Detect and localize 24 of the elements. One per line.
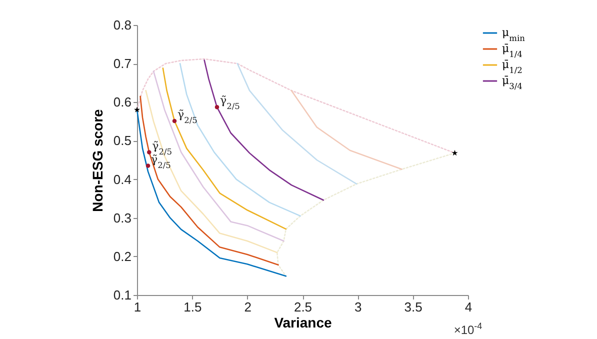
x-axis-title: Variance: [274, 314, 332, 330]
y-tick-label: 0.2: [113, 248, 132, 264]
y-tick-label: 0.6: [113, 94, 132, 110]
x-tick-label: 2.5: [294, 300, 312, 314]
annotation: γ̃$_{2/5}$: [220, 94, 240, 112]
y-tick-label: 0.8: [113, 18, 132, 32]
y-tick-label: 0.3: [113, 210, 132, 226]
legend-label: μ$_{min}$: [502, 26, 526, 43]
y-axis-title: Non-ESG score: [89, 108, 106, 212]
x-tick-label: 4: [464, 300, 472, 314]
legend-label: μ̄$_{3/4}$: [502, 74, 522, 91]
x-tick-label: 2: [244, 300, 252, 314]
y-tick-label: 0.4: [113, 172, 132, 187]
y-tick-label: 0.5: [113, 133, 132, 148]
annotation: γ̃$_{2/5}$: [178, 108, 198, 126]
y-tick-label: 0.1: [113, 288, 132, 302]
text: ×10$^{-4}$: [454, 321, 482, 337]
y-tick-label: 0.7: [113, 56, 132, 72]
legend-label: μ̄$_{1/4}$: [502, 42, 522, 59]
x-tick-label: 3.5: [404, 300, 422, 314]
x-tick-label: 1.5: [184, 300, 202, 314]
x-tick-label: 1: [134, 300, 142, 314]
legend-label: μ̄$_{1/2}$: [502, 58, 522, 75]
x-tick-label: 3: [354, 300, 362, 314]
